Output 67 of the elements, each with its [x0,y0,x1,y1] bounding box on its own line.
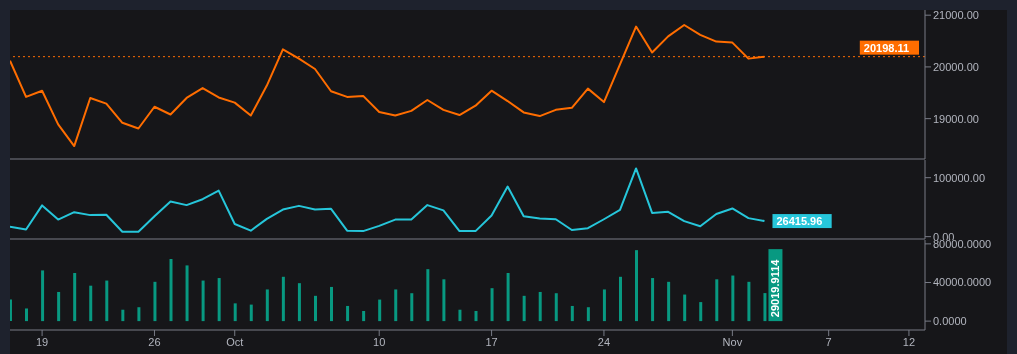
x-tick-label: 10 [373,335,386,348]
bar [474,310,478,322]
bar [506,273,510,322]
bar [763,293,767,322]
bar [313,295,317,322]
x-tick-label: Oct [226,335,244,348]
bar [426,269,430,322]
bar [281,276,285,322]
bar [378,299,382,322]
x-tick-label: 17 [485,335,498,348]
bar [121,309,125,322]
bar [747,281,751,322]
bar [458,309,462,322]
bar [201,280,205,322]
y-tick-label: 20000.00 [933,60,979,73]
y-tick-label: 19000.00 [933,112,979,125]
bar [715,279,719,322]
bar [618,276,622,322]
bar [153,281,157,322]
bar [602,289,606,322]
x-tick-label: Nov [722,335,743,348]
bar [346,305,350,322]
bar [137,307,141,322]
bar [330,286,334,322]
bar [554,293,558,322]
y-tick-label: 100000.00 [933,171,985,184]
bar [73,273,77,322]
bar [297,283,301,322]
x-tick-label: 12 [902,335,916,348]
bar [538,291,542,322]
bar [249,304,253,322]
bar [217,278,221,322]
bar [667,281,671,322]
bar [185,265,189,322]
y-tick-label: 0.0000 [933,315,967,328]
data-label: 29019.9114 [769,258,782,318]
bar [10,299,12,322]
bar [651,278,655,322]
bar [522,295,526,322]
bar [41,270,45,322]
y-tick-label: 21000.00 [933,9,979,22]
bar [410,293,414,322]
bar [683,294,687,322]
line-series [10,167,766,233]
bar [490,288,494,322]
bar [570,305,574,322]
bar [89,285,93,322]
x-tick-label: 7 [825,335,832,348]
bar [169,259,173,322]
bar [699,302,703,322]
bar [586,307,590,322]
bar [362,310,366,322]
bar [635,250,639,322]
bar [105,280,109,322]
bar [442,279,446,322]
bar [233,303,237,322]
x-tick-label: 24 [597,335,611,348]
bar [731,275,735,322]
ref-line-label: 20198.11 [863,41,910,54]
x-tick-label: 26 [148,335,161,348]
y-tick-label: 40000.0000 [933,276,992,289]
bar [25,308,29,322]
x-tick-label: 19 [35,335,49,348]
data-label: 26415.96 [776,215,823,228]
bar [57,291,61,322]
bar [394,289,398,322]
bar [265,289,269,322]
